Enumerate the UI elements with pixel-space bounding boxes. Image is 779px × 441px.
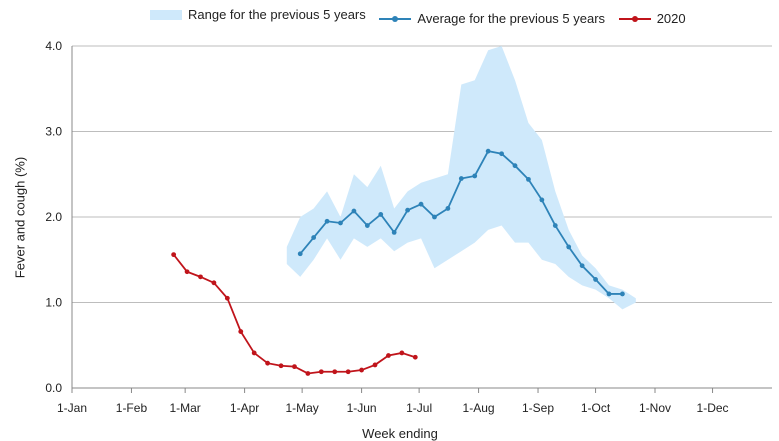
x-tick-label-9: 1-Oct [581, 401, 611, 415]
x-axis-title: Week ending [362, 426, 438, 441]
legend-swatch-2020 [618, 15, 651, 22]
x-tick-label-3: 1-Apr [230, 401, 259, 415]
point-2020-17 [399, 350, 405, 356]
point-2020-16 [386, 353, 391, 358]
point-2020-9 [292, 364, 297, 370]
legend-item-average: Average for the previous 5 years [379, 11, 605, 26]
point-average-23 [606, 291, 612, 297]
y-tick-label-2: 2.0 [45, 210, 62, 224]
x-tick-label-8: 1-Sep [522, 401, 554, 415]
point-average-15 [499, 151, 504, 157]
legend-swatch-average [379, 15, 412, 22]
x-tick-label-10: 1-Nov [639, 401, 671, 415]
point-average-5 [364, 223, 370, 228]
legend-item-2020: 2020 [618, 11, 686, 26]
point-2020-1 [184, 269, 190, 275]
point-2020-15 [372, 362, 378, 368]
gridlines [72, 45, 772, 303]
y-tick-label-1: 1.0 [45, 296, 62, 310]
point-2020-5 [238, 329, 244, 334]
point-average-8 [405, 207, 411, 213]
point-average-24 [620, 291, 625, 297]
x-tick-label-2: 1-Mar [169, 401, 200, 415]
x-tick-label-7: 1-Aug [463, 401, 495, 415]
series-lines [171, 148, 625, 376]
point-average-17 [526, 176, 531, 182]
series-line-2020 [172, 254, 416, 375]
point-2020-11 [318, 369, 324, 375]
x-tick-label-4: 1-May [285, 401, 318, 415]
point-2020-10 [305, 371, 311, 376]
y-tick-label-0: 0.0 [45, 381, 62, 395]
point-average-11 [445, 206, 451, 211]
point-average-14 [485, 148, 491, 154]
point-2020-4 [224, 295, 230, 301]
point-2020-6 [251, 350, 257, 356]
point-average-22 [593, 277, 598, 282]
x-tick-label-5: 1-Jun [347, 401, 377, 415]
point-2020-13 [345, 369, 351, 375]
point-average-2 [324, 218, 330, 224]
y-tick-label-3: 3.0 [45, 125, 62, 139]
point-average-4 [351, 208, 357, 214]
point-2020-12 [332, 369, 338, 375]
point-2020-14 [359, 367, 364, 373]
y-axis-title: Fever and cough (%) [12, 156, 28, 279]
point-average-19 [552, 223, 558, 228]
point-2020-7 [265, 360, 271, 366]
point-average-0 [297, 251, 303, 257]
axes: 0.0 1.0 2.0 3.0 4.0 1-Jan 1-Feb 1-Mar 1-Apr 1-May… [45, 39, 772, 415]
x-tick-label-0: 1-Jan [57, 401, 87, 415]
point-average-7 [391, 229, 397, 235]
point-average-13 [472, 173, 478, 179]
legend-swatch-range [150, 9, 182, 20]
point-average-1 [311, 235, 317, 240]
point-2020-18 [412, 354, 418, 360]
point-2020-0 [171, 252, 177, 258]
point-average-10 [432, 214, 437, 220]
legend: Range for the previous 5 years Average f… [150, 7, 779, 27]
x-tick-label-1: 1-Feb [116, 401, 148, 415]
point-2020-2 [198, 274, 203, 280]
x-tick-label-11: 1-Dec [697, 401, 729, 415]
point-average-16 [512, 163, 518, 169]
point-average-3 [338, 220, 343, 226]
point-average-9 [418, 201, 424, 207]
x-tick-label-6: 1-Jul [406, 401, 432, 415]
point-average-12 [458, 176, 464, 181]
point-average-18 [539, 197, 545, 203]
point-average-20 [566, 244, 572, 250]
legend-item-range: Range for the previous 5 years [150, 7, 366, 22]
legend-label-2020: 2020 [656, 11, 686, 26]
legend-label-average: Average for the previous 5 years [417, 11, 606, 26]
y-tick-label-4: 4.0 [45, 39, 62, 53]
point-average-6 [378, 212, 384, 217]
point-2020-3 [211, 280, 217, 286]
point-2020-8 [278, 363, 284, 369]
legend-label-range: Range for the previous 5 years [188, 7, 366, 22]
point-average-21 [579, 263, 585, 269]
